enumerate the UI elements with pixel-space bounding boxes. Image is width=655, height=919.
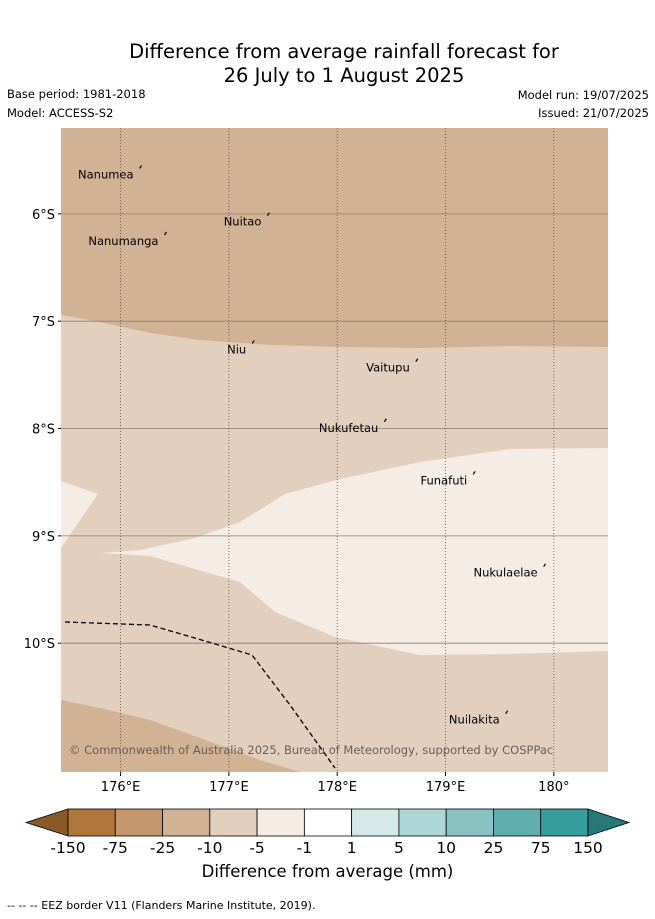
island-outline xyxy=(505,710,509,715)
colorbar-low-arrow xyxy=(24,808,69,837)
colorbar-tick-label: -25 xyxy=(150,839,175,857)
place-label: Funafuti xyxy=(421,473,468,487)
lat-tick-label: 8°S xyxy=(32,423,55,438)
colorbar-bin xyxy=(114,808,163,837)
issued-date: Issued: 21/07/2025 xyxy=(538,106,649,120)
colorbar-tick-label: -75 xyxy=(103,839,128,857)
latitude-gridlines xyxy=(61,213,608,644)
island-outline xyxy=(139,165,143,169)
colorbar-tick-label: 5 xyxy=(394,839,404,857)
place-label: Nukufetau xyxy=(319,421,378,435)
colorbar-bin xyxy=(209,808,258,837)
island-outline xyxy=(266,212,270,217)
colorbar-tick-label: -1 xyxy=(297,839,312,857)
copyright-notice: © Commonwealth of Australia 2025, Bureau… xyxy=(69,743,553,757)
lat-tick-label: 9°S xyxy=(32,530,55,545)
place-labels: Nanumea Nuitao Nanumanga Niu Vaitupu Nukufeta… xyxy=(78,165,547,727)
colorbar-bin xyxy=(351,808,400,837)
place-label: Nuitao xyxy=(224,215,262,229)
colorbar-bin xyxy=(67,808,116,837)
place-label: Nanumanga xyxy=(88,234,158,248)
rainfall-map: Nanumea Nuitao Nanumanga Niu Vaitupu Nukufeta… xyxy=(24,128,631,857)
place-label: Niu xyxy=(227,342,246,356)
region-minus-5-to-minus-1 xyxy=(100,448,608,655)
colorbar-tick-label: 75 xyxy=(531,839,551,857)
longitude-labels: 176°E 177°E 178°E 179°E 180° xyxy=(101,772,570,795)
lat-tick-label: 10°S xyxy=(24,637,55,652)
island-outline xyxy=(543,563,547,567)
colorbar-tick-label: 150 xyxy=(573,839,603,857)
colorbar-tick-label: -10 xyxy=(197,839,222,857)
base-period: Base period: 1981-2018 xyxy=(7,87,146,101)
island-outline xyxy=(415,358,419,362)
map-title: Difference from average rainfall forecas… xyxy=(0,40,655,88)
rainfall-field: Nanumea Nuitao Nanumanga Niu Vaitupu Nukufeta… xyxy=(61,128,608,772)
place-label: Nuilakita xyxy=(449,713,500,727)
colorbar-tick-label: -5 xyxy=(249,839,264,857)
colorbar-bin xyxy=(256,808,305,837)
footer-note: -- -- -- EEZ border V11 (Flanders Marine… xyxy=(7,899,316,912)
island-outline xyxy=(163,231,167,236)
colorbar-tick-label: -150 xyxy=(50,839,85,857)
colorbar-labels: -150 -75 -25 -10 -5 -1 1 5 10 25 75 150 xyxy=(50,839,602,857)
island-outline xyxy=(472,471,476,475)
eez-border xyxy=(64,621,336,769)
place-label: Nukulaelae xyxy=(473,566,537,580)
colorbar-bin xyxy=(303,808,353,837)
lat-tick-label: 6°S xyxy=(32,208,55,223)
longitude-gridlines xyxy=(120,128,555,772)
lon-tick-label: 176°E xyxy=(101,780,141,795)
colorbar xyxy=(24,808,631,837)
lon-tick-label: 178°E xyxy=(317,780,357,795)
latitude-labels: 6°S 7°S 8°S 9°S 10°S xyxy=(24,208,61,652)
colorbar-bin xyxy=(493,808,542,837)
colorbar-tick-label: 1 xyxy=(347,839,357,857)
place-label: Vaitupu xyxy=(366,361,410,375)
island-outline xyxy=(251,340,255,344)
lat-tick-label: 7°S xyxy=(32,315,55,330)
title-line-1: Difference from average rainfall forecas… xyxy=(129,40,559,63)
colorbar-bin xyxy=(540,808,589,837)
model-run: Model run: 19/07/2025 xyxy=(517,88,649,102)
colorbar-high-arrow xyxy=(587,808,631,837)
colorbar-bin xyxy=(445,808,494,837)
lon-tick-label: 179°E xyxy=(426,780,466,795)
colorbar-bin xyxy=(162,808,211,837)
title-line-2: 26 July to 1 August 2025 xyxy=(223,64,465,87)
colorbar-caption: Difference from average (mm) xyxy=(201,862,454,881)
island-outline xyxy=(383,418,387,423)
colorbar-tick-label: 25 xyxy=(484,839,504,857)
lon-tick-label: 180° xyxy=(538,780,569,795)
lon-tick-label: 177°E xyxy=(209,780,249,795)
place-label: Nanumea xyxy=(78,167,134,181)
colorbar-bin xyxy=(398,808,447,837)
colorbar-tick-label: 10 xyxy=(436,839,456,857)
region-minus-5-to-minus-1-west xyxy=(61,481,98,548)
model-name: Model: ACCESS-S2 xyxy=(7,106,114,120)
